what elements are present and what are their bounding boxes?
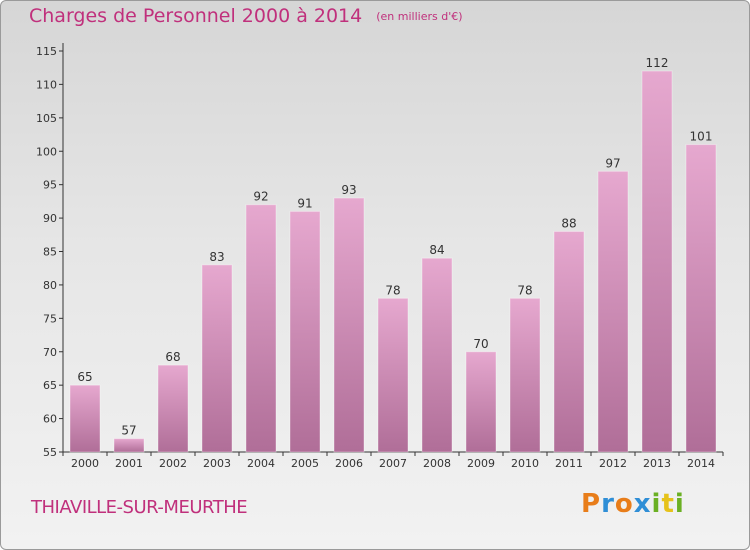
value-label: 57 [121, 424, 136, 438]
chart-bars [69, 70, 717, 453]
bar-2007 [377, 297, 409, 453]
logo-letter: i [674, 489, 685, 519]
y-tick-label: 95 [43, 179, 57, 192]
y-tick-label: 110 [36, 78, 57, 91]
y-tick-label: 60 [43, 413, 57, 426]
commune-name: THIAVILLE-SUR-MEURTHE [31, 497, 248, 518]
y-tick-label: 65 [43, 379, 57, 392]
bar-2012 [597, 170, 629, 453]
x-tick-label: 2004 [247, 457, 275, 470]
x-tick-label: 2014 [687, 457, 715, 470]
x-tick-label: 2013 [643, 457, 671, 470]
bar-2002 [157, 364, 189, 453]
proxiti-logo: Proxiti [581, 489, 685, 519]
x-tick-label: 2000 [71, 457, 99, 470]
value-label: 65 [77, 370, 92, 384]
value-label: 112 [646, 56, 669, 70]
bar-2014 [685, 144, 717, 453]
chart-subtitle: (en milliers d'€) [376, 10, 463, 23]
value-label: 84 [429, 243, 444, 257]
bar-2006 [333, 197, 365, 453]
y-tick-label: 85 [43, 246, 57, 259]
value-label: 91 [297, 196, 312, 210]
value-label: 97 [605, 156, 620, 170]
bar-2000 [69, 384, 101, 453]
bar-2009 [465, 351, 497, 453]
x-tick-label: 2002 [159, 457, 187, 470]
bar-2003 [201, 264, 233, 453]
logo-letter: o [614, 489, 634, 519]
y-tick-label: 100 [36, 145, 57, 158]
y-tick-label: 115 [36, 45, 57, 58]
value-label: 93 [341, 183, 356, 197]
value-label: 78 [385, 283, 400, 297]
value-label: 83 [209, 250, 224, 264]
x-tick-label: 2007 [379, 457, 407, 470]
value-label: 92 [253, 190, 268, 204]
y-tick-label: 75 [43, 312, 57, 325]
value-label: 88 [561, 216, 576, 230]
y-tick-label: 70 [43, 346, 57, 359]
x-tick-label: 2006 [335, 457, 363, 470]
bar-2008 [421, 257, 453, 453]
bar-2011 [553, 230, 585, 453]
x-tick-label: 2010 [511, 457, 539, 470]
value-label: 68 [165, 350, 180, 364]
logo-letter: r [601, 489, 615, 519]
y-tick-label: 90 [43, 212, 57, 225]
x-tick-label: 2008 [423, 457, 451, 470]
bar-2005 [289, 210, 321, 453]
x-tick-label: 2012 [599, 457, 627, 470]
chart-title: Charges de Personnel 2000 à 2014 (en mill… [29, 5, 463, 27]
x-tick-label: 2005 [291, 457, 319, 470]
chart-labels: 2000 65 2001 57 2002 68 2003 83 2004 92 2005 91 2006… [71, 56, 715, 470]
x-tick-label: 2011 [555, 457, 583, 470]
logo-letter: P [581, 489, 602, 519]
x-tick-label: 2009 [467, 457, 495, 470]
chart-title-text: Charges de Personnel 2000 à 2014 [29, 5, 363, 27]
logo-letter: t [661, 489, 675, 519]
logo-letter: i [651, 489, 662, 519]
value-label: 70 [473, 337, 488, 351]
y-tick-label: 55 [43, 446, 57, 459]
y-tick-label: 105 [36, 112, 57, 125]
value-label: 78 [517, 283, 532, 297]
x-tick-label: 2001 [115, 457, 143, 470]
y-tick-label: 80 [43, 279, 57, 292]
bar-2010 [509, 297, 541, 453]
value-label: 101 [690, 130, 713, 144]
x-tick-label: 2003 [203, 457, 231, 470]
bar-2001 [113, 438, 145, 453]
bar-2004 [245, 204, 277, 453]
logo-letter: x [633, 489, 652, 519]
bar-2013 [641, 70, 673, 453]
